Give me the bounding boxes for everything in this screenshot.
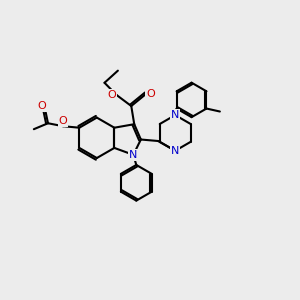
Text: O: O [146, 89, 155, 99]
Text: O: O [59, 116, 68, 126]
Text: N: N [129, 150, 137, 160]
Text: N: N [171, 146, 179, 156]
Text: O: O [38, 101, 46, 111]
Text: O: O [108, 90, 116, 100]
Text: N: N [171, 110, 179, 120]
